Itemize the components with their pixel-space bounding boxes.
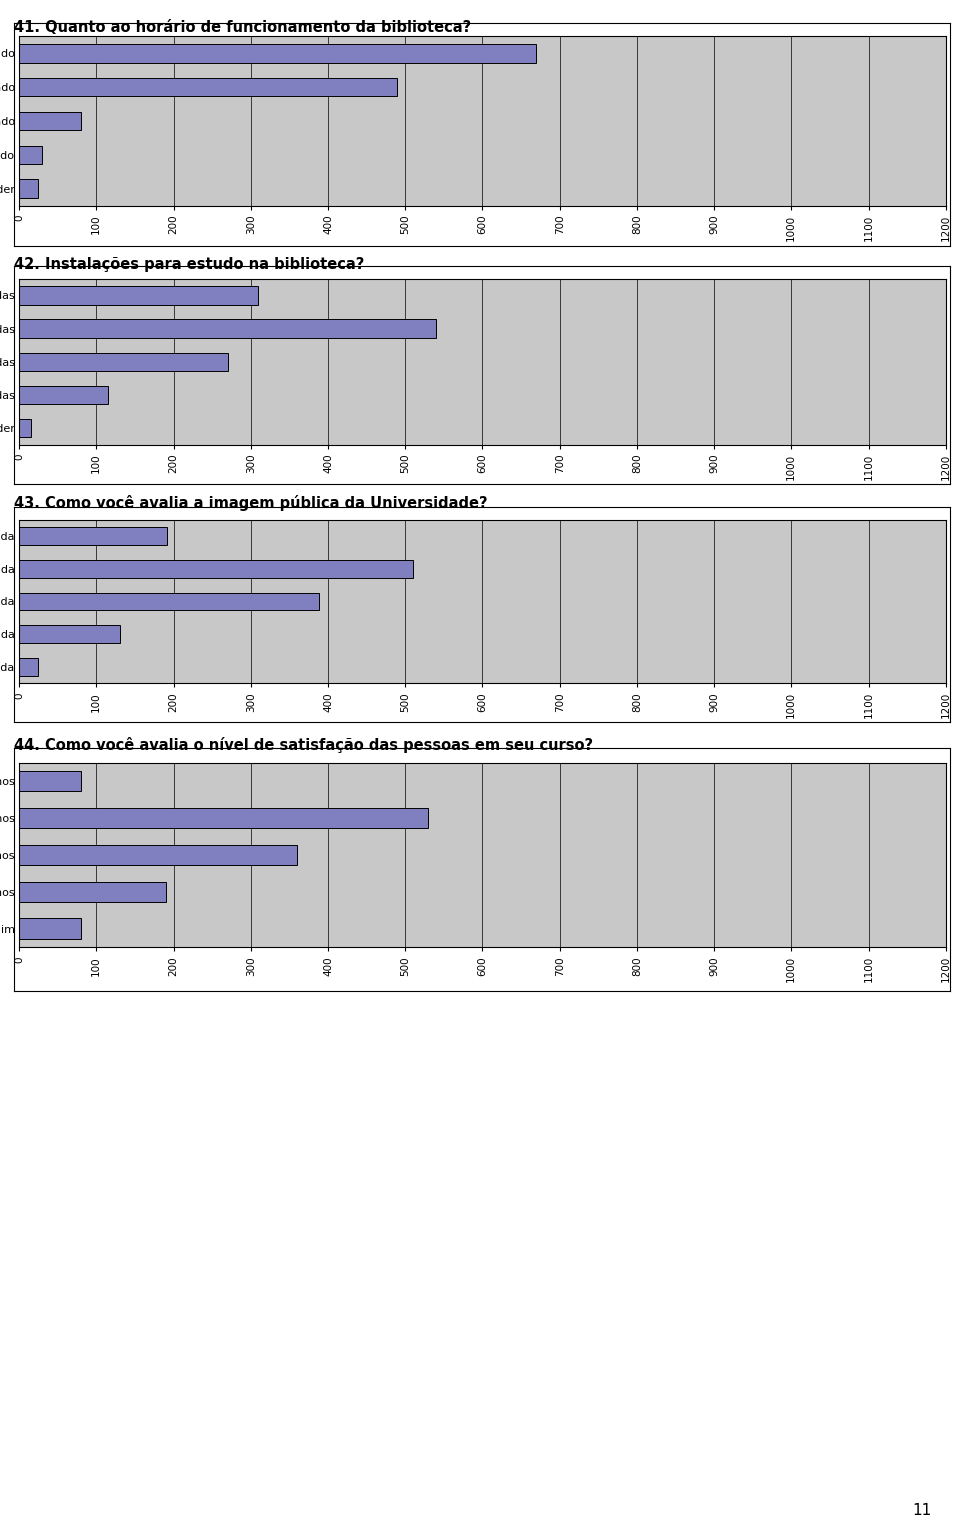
Bar	[19, 808, 428, 828]
Bar	[19, 353, 228, 370]
Bar	[19, 845, 297, 865]
Bar	[19, 319, 436, 338]
Text: 11: 11	[912, 1502, 931, 1518]
Bar	[19, 771, 81, 791]
Bar	[19, 593, 320, 610]
Bar	[19, 657, 38, 676]
Bar	[19, 386, 108, 404]
Bar	[19, 419, 31, 438]
Bar	[19, 112, 81, 131]
Bar	[19, 78, 397, 97]
Bar	[19, 559, 413, 578]
Bar	[19, 625, 120, 644]
Text: 44. Como você avalia o nível de satisfação das pessoas em seu curso?: 44. Como você avalia o nível de satisfaç…	[14, 737, 593, 753]
Bar	[19, 146, 42, 164]
Bar	[19, 919, 81, 938]
Bar	[19, 882, 166, 902]
Bar	[19, 45, 537, 63]
Bar	[19, 286, 258, 304]
Text: 42. Instalações para estudo na biblioteca?: 42. Instalações para estudo na bibliotec…	[14, 257, 365, 272]
Text: 43. Como você avalia a imagem pública da Universidade?: 43. Como você avalia a imagem pública da…	[14, 495, 488, 510]
Bar	[19, 180, 38, 198]
Bar	[19, 527, 167, 545]
Text: 41. Quanto ao horário de funcionamento da biblioteca?: 41. Quanto ao horário de funcionamento d…	[14, 20, 471, 35]
